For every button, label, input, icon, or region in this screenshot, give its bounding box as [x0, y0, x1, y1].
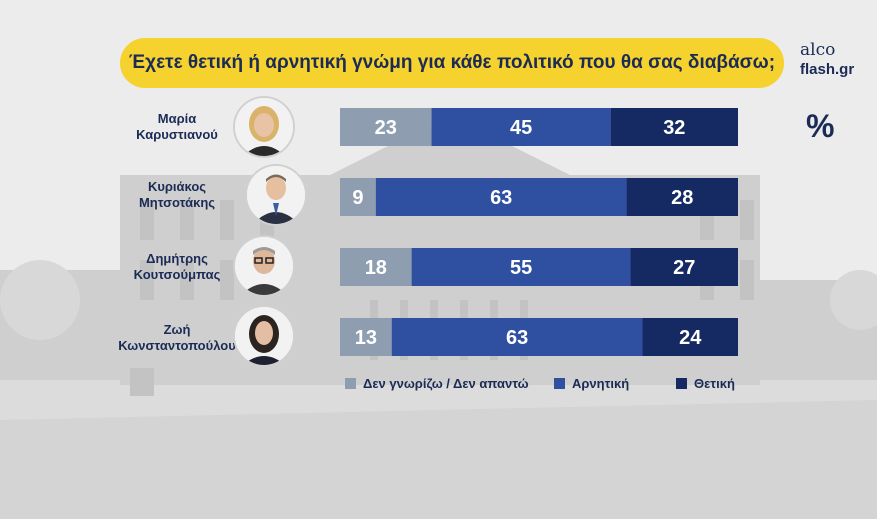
data-label: 18	[365, 257, 387, 279]
person-first-name: Κυριάκος	[147, 179, 207, 194]
bar-segment	[340, 178, 376, 216]
bar-segment	[630, 248, 738, 286]
brand-logo: alco flash.gr	[800, 40, 854, 80]
person-name-1: Μαρία Καρυστιανού	[112, 111, 242, 143]
person-name-3: Δημήτρης Κουτσούμπας	[112, 251, 242, 283]
brand-line-alco: alco	[800, 40, 836, 60]
bar-segment	[431, 108, 611, 146]
data-label: 32	[663, 117, 685, 139]
bar-segment	[626, 178, 738, 216]
chart-title: Έχετε θετική ή αρνητική γνώμη για κάθε π…	[120, 38, 784, 88]
unit-label: %	[806, 108, 835, 144]
bar-segment	[411, 248, 631, 286]
data-label: 23	[375, 117, 397, 139]
bar-segment	[340, 108, 432, 146]
person-name-4: Ζωή Κωνσταντοπούλου	[112, 322, 242, 354]
person-first-name: Δημήτρης	[146, 251, 208, 266]
data-label: 45	[510, 117, 532, 139]
legend-item-dont-know: Δεν γνωρίζω / Δεν απαντώ	[345, 376, 529, 391]
person-name-2: Κυριάκος Μητσοτάκης	[112, 179, 242, 211]
person-last-name: Μητσοτάκης	[138, 195, 216, 210]
legend-label: Δεν γνωρίζω / Δεν απαντώ	[363, 376, 529, 391]
legend-swatch	[345, 378, 356, 389]
person-last-name: Καρυστιανού	[136, 127, 218, 142]
data-label: 13	[355, 327, 377, 349]
bar-segment	[340, 248, 412, 286]
data-label: 55	[510, 257, 532, 279]
bar-segment	[340, 318, 392, 356]
portrait-woman-blonde-icon	[235, 98, 293, 156]
person-first-name: Μαρία	[157, 111, 197, 126]
data-label: 63	[506, 327, 528, 349]
legend-item-positive: Θετική	[676, 376, 735, 391]
brand-line-flash: flash.gr	[800, 61, 855, 78]
portrait-man-suit-icon	[247, 166, 305, 224]
data-label: 27	[673, 257, 695, 279]
legend-item-negative: Αρνητική	[554, 376, 629, 391]
legend-label: Θετική	[694, 376, 735, 391]
bar-segment	[610, 108, 738, 146]
data-label: 63	[490, 187, 512, 209]
bar-segment	[642, 318, 738, 356]
person-last-name: Κουτσούμπας	[133, 267, 221, 282]
data-label: 28	[671, 187, 693, 209]
legend-swatch	[554, 378, 565, 389]
legend-swatch	[676, 378, 687, 389]
person-first-name: Ζωή	[163, 322, 191, 337]
bar-segment	[391, 318, 643, 356]
portrait-man-glasses-icon	[235, 237, 293, 295]
portrait-woman-dark-icon	[235, 307, 293, 365]
legend-label: Αρνητική	[572, 376, 630, 391]
person-last-name: Κωνσταντοπούλου	[118, 338, 236, 353]
bar-segment	[375, 178, 627, 216]
data-label: 9	[352, 187, 363, 209]
data-label: 24	[679, 327, 702, 349]
